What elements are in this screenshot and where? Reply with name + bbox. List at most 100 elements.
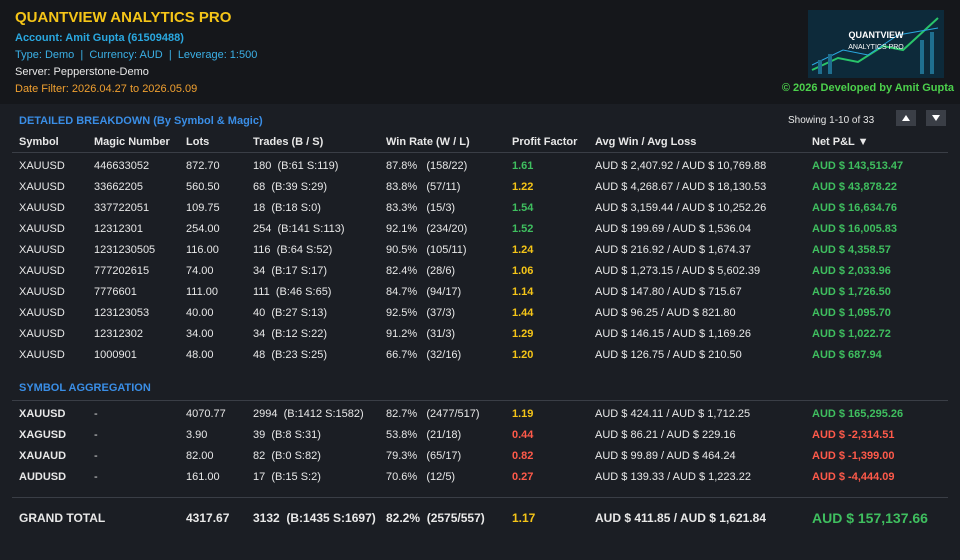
section-title: DETAILED BREAKDOWN (By Symbol & Magic)	[19, 115, 263, 127]
avg-win-loss: AUD $ 2,407.92 / AUD $ 10,769.88	[595, 160, 767, 172]
total-label: GRAND TOTAL	[19, 511, 106, 525]
magic: 12312301	[94, 223, 143, 235]
header-separator	[12, 152, 948, 153]
app-title: QUANTVIEW ANALYTICS PRO	[15, 9, 232, 26]
trades: 116 (B:64 S:52)	[253, 244, 333, 256]
date-filter: Date Filter: 2026.04.27 to 2026.05.09	[15, 83, 198, 95]
avg-win-loss: AUD $ 3,159.44 / AUD $ 10,252.26	[595, 202, 767, 214]
account: Account: Amit Gupta (61509488)	[15, 32, 184, 44]
total-profit-factor: 1.17	[512, 511, 536, 525]
net-pnl: AUD $ 143,513.47	[812, 160, 904, 172]
magic: -	[94, 408, 98, 420]
symbol: XAUUSD	[19, 265, 65, 277]
avg-win-loss: AUD $ 4,268.67 / AUD $ 18,130.53	[595, 181, 767, 193]
total-avg: AUD $ 411.85 / AUD $ 1,621.84	[595, 511, 766, 525]
server: Server: Pepperstone-Demo	[15, 66, 149, 78]
column-header: Magic Number	[94, 136, 170, 148]
net-pnl: AUD $ -4,444.09	[812, 471, 895, 483]
magic: -	[94, 450, 98, 462]
magic: 123123053	[94, 307, 150, 319]
page-up-button[interactable]	[896, 110, 916, 126]
profit-factor: 1.20	[512, 349, 534, 361]
profit-factor: 1.61	[512, 160, 534, 172]
lots: 109.75	[186, 202, 220, 214]
magic: 337722051	[94, 202, 150, 214]
logo-text: ANALYTICS PRO	[848, 44, 904, 51]
trades: 34 (B:17 S:17)	[253, 265, 327, 277]
net-pnl: AUD $ 165,295.26	[812, 408, 904, 420]
page-down-button[interactable]	[926, 110, 946, 126]
trades: 111 (B:46 S:65)	[253, 286, 332, 298]
pagination-info: Showing 1-10 of 33	[788, 115, 875, 126]
column-header: Win Rate (W / L)	[386, 136, 470, 148]
section-title: SYMBOL AGGREGATION	[19, 382, 151, 394]
avg-win-loss: AUD $ 146.15 / AUD $ 1,169.26	[595, 328, 751, 340]
lots: 560.50	[186, 181, 220, 193]
total-lots: 4317.67	[186, 511, 230, 525]
column-header: Trades (B / S)	[253, 136, 324, 148]
lots: 48.00	[186, 349, 214, 361]
logo: QUANTVIEW ANALYTICS PRO	[808, 10, 944, 78]
avg-win-loss: AUD $ 199.69 / AUD $ 1,536.04	[595, 223, 751, 235]
total-net: AUD $ 157,137.66	[812, 510, 928, 526]
symbol: XAUUSD	[19, 286, 65, 298]
symbol: XAGUSD	[19, 429, 67, 441]
win-rate: 87.8% (158/22)	[386, 160, 468, 172]
win-rate: 79.3% (65/17)	[386, 450, 462, 462]
lots: 4070.77	[186, 408, 226, 420]
profit-factor: 1.44	[512, 307, 534, 319]
avg-win-loss: AUD $ 216.92 / AUD $ 1,674.37	[595, 244, 751, 256]
net-pnl: AUD $ 1,726.50	[812, 286, 891, 298]
net-pnl: AUD $ 16,005.83	[812, 223, 897, 235]
section-separator	[12, 400, 948, 401]
header-panel	[0, 0, 960, 104]
avg-win-loss: AUD $ 126.75 / AUD $ 210.50	[595, 349, 742, 361]
symbol: XAUUSD	[19, 202, 65, 214]
trades: 48 (B:23 S:25)	[253, 349, 327, 361]
net-pnl: AUD $ 2,033.96	[812, 265, 891, 277]
magic: 7776601	[94, 286, 137, 298]
lots: 161.00	[186, 471, 220, 483]
profit-factor: 0.82	[512, 450, 534, 462]
magic: 446633052	[94, 160, 150, 172]
symbol: XAUUSD	[19, 223, 65, 235]
trades: 180 (B:61 S:119)	[253, 160, 339, 172]
magic: 1000901	[94, 349, 137, 361]
column-header: Net P&L ▼	[812, 136, 869, 148]
lots: 34.00	[186, 328, 214, 340]
net-pnl: AUD $ -1,399.00	[812, 450, 895, 462]
profit-factor: 1.14	[512, 286, 534, 298]
column-header: Profit Factor	[512, 136, 578, 148]
magic: 12312302	[94, 328, 143, 340]
lots: 111.00	[186, 286, 219, 298]
net-pnl: AUD $ 1,095.70	[812, 307, 891, 319]
avg-win-loss: AUD $ 99.89 / AUD $ 464.24	[595, 450, 736, 462]
net-pnl: AUD $ 1,022.72	[812, 328, 891, 340]
profit-factor: 0.27	[512, 471, 534, 483]
magic: 123123050​5	[94, 244, 156, 256]
net-pnl: AUD $ 687.94	[812, 349, 882, 361]
avg-win-loss: AUD $ 147.80 / AUD $ 715.67	[595, 286, 742, 298]
symbol: XAUUSD	[19, 307, 65, 319]
win-rate: 70.6% (12/5)	[386, 471, 456, 483]
win-rate: 92.1% (234/20)	[386, 223, 468, 235]
trades: 68 (B:39 S:29)	[253, 181, 327, 193]
lots: 40.00	[186, 307, 214, 319]
copyright: © 2026 Developed by Amit Gupta	[781, 82, 954, 94]
trades: 2994 (B:1412 S:1582)	[253, 408, 364, 420]
symbol: XAUAUD	[19, 450, 67, 462]
symbol: XAUUSD	[19, 244, 65, 256]
profit-factor: 1.22	[512, 181, 534, 193]
page-buttons	[896, 110, 946, 126]
symbol: XAUUSD	[19, 181, 65, 193]
profit-factor: 1.06	[512, 265, 534, 277]
column-header: Symbol	[19, 136, 59, 148]
lots: 3.90	[186, 429, 208, 441]
profit-factor: 0.44	[512, 429, 534, 441]
trades: 18 (B:18 S:0)	[253, 202, 321, 214]
column-header: Lots	[186, 136, 210, 148]
magic: -	[94, 471, 98, 483]
trades: 34 (B:12 S:22)	[253, 328, 327, 340]
win-rate: 82.7% (2477/517)	[386, 408, 480, 420]
magic: 777202615	[94, 265, 150, 277]
